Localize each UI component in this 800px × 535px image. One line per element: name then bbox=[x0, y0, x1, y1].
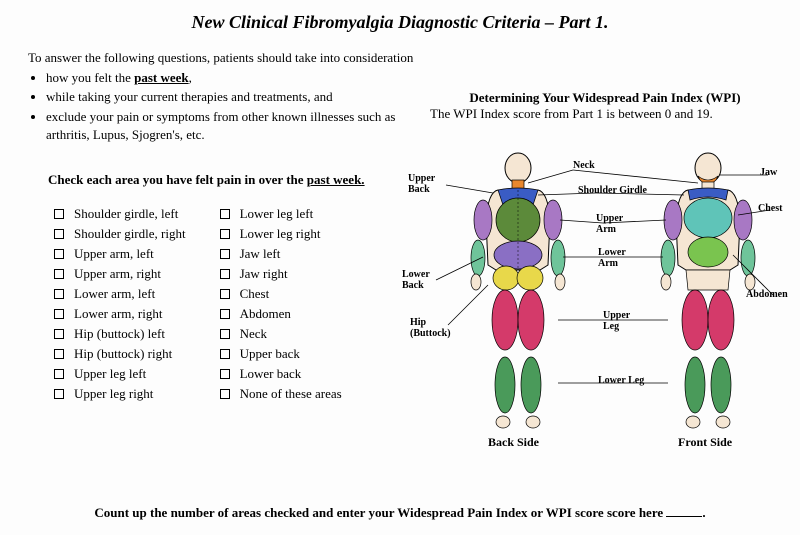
checkbox[interactable] bbox=[54, 269, 64, 279]
page-title: New Clinical Fibromyalgia Diagnostic Cri… bbox=[28, 12, 772, 33]
checklist-item: Upper leg right bbox=[54, 386, 186, 402]
checklist-label: Chest bbox=[240, 286, 270, 302]
checkbox[interactable] bbox=[54, 329, 64, 339]
checkbox[interactable] bbox=[220, 289, 230, 299]
score-blank[interactable] bbox=[666, 505, 702, 517]
checklist-item: Neck bbox=[220, 326, 342, 342]
checklist-label: Hip (buttock) right bbox=[74, 346, 172, 362]
checklist-item: Chest bbox=[220, 286, 342, 302]
checklist-label: Lower arm, left bbox=[74, 286, 155, 302]
checklist-item: Lower back bbox=[220, 366, 342, 382]
checklist-item: None of these areas bbox=[220, 386, 342, 402]
checklist-item: Lower leg right bbox=[220, 226, 342, 242]
checklist-label: Neck bbox=[240, 326, 267, 342]
checklist-item: Hip (buttock) right bbox=[54, 346, 186, 362]
checklist-item: Shoulder girdle, left bbox=[54, 206, 186, 222]
checklist-label: Upper leg right bbox=[74, 386, 153, 402]
intro-lead: To answer the following questions, patie… bbox=[28, 50, 413, 65]
checklist-label: Abdomen bbox=[240, 306, 291, 322]
label-lower-leg: Lower Leg bbox=[598, 375, 644, 386]
label-shoulder: Shoulder Girdle bbox=[578, 185, 647, 196]
checkbox[interactable] bbox=[220, 349, 230, 359]
label-abdomen: Abdomen bbox=[746, 289, 788, 300]
checklist-label: Lower leg right bbox=[240, 226, 321, 242]
checkbox[interactable] bbox=[220, 329, 230, 339]
checkbox[interactable] bbox=[54, 249, 64, 259]
checklist-item: Shoulder girdle, right bbox=[54, 226, 186, 242]
checklist-label: Jaw left bbox=[240, 246, 281, 262]
intro-bullet: while taking your current therapies and … bbox=[46, 88, 428, 106]
checklist-label: Lower leg left bbox=[240, 206, 314, 222]
wpi-heading-block: Determining Your Widespread Pain Index (… bbox=[430, 90, 780, 122]
checklist-item: Upper leg left bbox=[54, 366, 186, 382]
checklist-label: Hip (buttock) left bbox=[74, 326, 165, 342]
checklist-item: Lower arm, right bbox=[54, 306, 186, 322]
label-jaw: Jaw bbox=[760, 167, 777, 178]
label-chest: Chest bbox=[758, 203, 782, 214]
wpi-sub: The WPI Index score from Part 1 is betwe… bbox=[430, 106, 713, 121]
label-upper-arm: UpperArm bbox=[596, 213, 623, 235]
checklist-item: Abdomen bbox=[220, 306, 342, 322]
checkbox[interactable] bbox=[220, 389, 230, 399]
bottom-instruction: Count up the number of areas checked and… bbox=[0, 505, 800, 521]
checkbox[interactable] bbox=[54, 389, 64, 399]
checkbox[interactable] bbox=[220, 229, 230, 239]
checkbox[interactable] bbox=[220, 369, 230, 379]
checklist-item: Upper arm, left bbox=[54, 246, 186, 262]
wpi-title: Determining Your Widespread Pain Index (… bbox=[430, 90, 780, 106]
checkbox[interactable] bbox=[54, 309, 64, 319]
label-upper-leg: UpperLeg bbox=[603, 310, 630, 332]
checkbox[interactable] bbox=[54, 369, 64, 379]
intro-bullet: exclude your pain or symptoms from other… bbox=[46, 108, 428, 144]
checklist-item: Upper back bbox=[220, 346, 342, 362]
checklist-label: Jaw right bbox=[240, 266, 288, 282]
label-lower-arm: LowerArm bbox=[598, 247, 626, 269]
label-lower-back: LowerBack bbox=[402, 269, 430, 291]
checklist-label: Lower back bbox=[240, 366, 302, 382]
label-neck: Neck bbox=[573, 160, 595, 171]
checklist-item: Lower arm, left bbox=[54, 286, 186, 302]
front-side-title: Front Side bbox=[678, 435, 732, 450]
checklist-item: Lower leg left bbox=[220, 206, 342, 222]
checklist-label: Shoulder girdle, left bbox=[74, 206, 178, 222]
checklist-label: Upper leg left bbox=[74, 366, 146, 382]
checklist-heading: Check each area you have felt pain in ov… bbox=[48, 172, 368, 188]
checklist-label: None of these areas bbox=[240, 386, 342, 402]
body-diagram: UpperBack LowerBack Hip(Buttock) Neck Sh… bbox=[398, 145, 783, 475]
checkbox[interactable] bbox=[220, 309, 230, 319]
checkbox[interactable] bbox=[54, 229, 64, 239]
intro-bullet: how you felt the past week, bbox=[46, 69, 428, 87]
checkbox[interactable] bbox=[54, 349, 64, 359]
checklist-label: Shoulder girdle, right bbox=[74, 226, 186, 242]
checklist-label: Upper arm, right bbox=[74, 266, 161, 282]
checklist-label: Lower arm, right bbox=[74, 306, 162, 322]
checkbox[interactable] bbox=[54, 209, 64, 219]
label-hip: Hip(Buttock) bbox=[410, 317, 451, 339]
checklist-label: Upper arm, left bbox=[74, 246, 154, 262]
back-side-title: Back Side bbox=[488, 435, 539, 450]
intro-block: To answer the following questions, patie… bbox=[28, 49, 428, 144]
checklist-item: Jaw right bbox=[220, 266, 342, 282]
checklist-label: Upper back bbox=[240, 346, 300, 362]
checkbox[interactable] bbox=[220, 209, 230, 219]
checkbox[interactable] bbox=[220, 249, 230, 259]
checklist-item: Upper arm, right bbox=[54, 266, 186, 282]
label-upper-back: UpperBack bbox=[408, 173, 435, 195]
checkbox[interactable] bbox=[220, 269, 230, 279]
checkbox[interactable] bbox=[54, 289, 64, 299]
checklist-item: Hip (buttock) left bbox=[54, 326, 186, 342]
checklist-item: Jaw left bbox=[220, 246, 342, 262]
